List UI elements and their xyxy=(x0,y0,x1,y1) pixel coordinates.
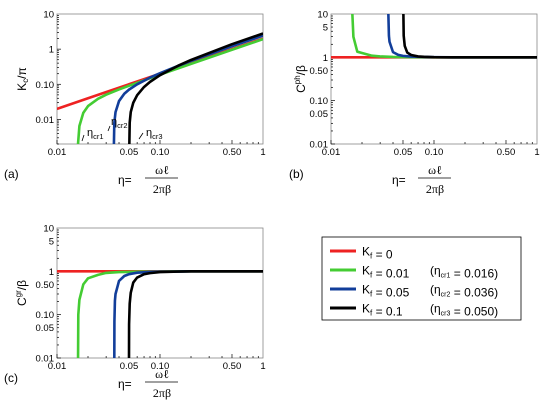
annotation-leader xyxy=(138,132,144,140)
series-line xyxy=(112,34,263,144)
x-tick-label: 0.01 xyxy=(48,361,67,372)
y-tick-label: 1 xyxy=(323,53,328,64)
y-tick-label: 0.50 xyxy=(36,280,55,291)
y-tick-label: 0.10 xyxy=(310,96,329,107)
series-line xyxy=(113,270,263,358)
x-tick-label: 1 xyxy=(260,361,265,372)
series-line xyxy=(402,14,537,59)
annotation-leader xyxy=(107,125,111,132)
svg-text:η=: η= xyxy=(392,173,406,187)
y-tick-label: 0.50 xyxy=(310,66,329,77)
panel-b-curves xyxy=(331,14,537,59)
critical-eta-annotation: ηcr1 xyxy=(87,127,104,141)
panel-a-label: (a) xyxy=(4,167,19,181)
panel-b-xlabel: η= ωℓ 2πβ xyxy=(392,163,451,196)
x-tick-label: 0.10 xyxy=(151,147,170,158)
x-tick-label: 0.05 xyxy=(120,361,139,372)
y-tick-label: 10 xyxy=(43,224,54,235)
y-tick-label: 0.05 xyxy=(310,109,329,120)
svg-text:2πβ: 2πβ xyxy=(426,182,444,196)
series-line xyxy=(351,14,537,59)
y-tick-label: 5 xyxy=(323,23,328,34)
y-tick-label: 10 xyxy=(43,10,54,21)
critical-eta-annotation: ηcr2 xyxy=(111,116,128,130)
y-tick-label: 1 xyxy=(49,267,54,278)
panel-a-frame xyxy=(56,13,264,145)
x-tick-label: 1 xyxy=(260,147,265,158)
panel-a-ticks: 0.01 0.05 0.10 0.50 1 0.01 0.10 1 10 xyxy=(36,10,266,159)
svg-text:ωℓ: ωℓ xyxy=(155,163,169,177)
y-tick-label: 0.01 xyxy=(310,140,329,151)
panel-c-label: (c) xyxy=(4,371,18,385)
x-tick-label: 0.50 xyxy=(497,147,516,158)
x-tick-label: 1 xyxy=(534,147,539,158)
y-tick-label: 0.10 xyxy=(36,80,55,91)
x-tick-label: 0.01 xyxy=(322,147,341,158)
x-tick-label: 0.10 xyxy=(425,147,444,158)
panel-b-plot: 0.01 0.05 0.10 0.50 1 0.01 0.05 0.10 0.50 1 5 10 (b… xyxy=(289,10,540,197)
x-tick-label: 0.10 xyxy=(151,361,170,372)
x-tick-label: 0.50 xyxy=(223,361,242,372)
panel-c-curves xyxy=(57,270,263,358)
panel-b-ylabel: Cph/β xyxy=(293,65,308,93)
series-line xyxy=(127,270,263,358)
y-tick-label: 0.01 xyxy=(36,115,55,126)
panel-b-ticks: 0.01 0.05 0.10 0.50 1 0.01 0.05 0.10 0.50 1 5 10 xyxy=(310,10,540,159)
series-line xyxy=(128,32,263,144)
panel-b-label: (b) xyxy=(289,167,304,181)
panel-a-ylabel: Kc/π xyxy=(15,67,30,91)
legend-label: Kf = 0.01 xyxy=(362,264,410,281)
y-tick-label: 1 xyxy=(49,45,54,56)
x-tick-label: 0.05 xyxy=(120,147,139,158)
svg-text:η=: η= xyxy=(118,173,132,187)
svg-text:2πβ: 2πβ xyxy=(153,182,171,196)
y-tick-label: 0.05 xyxy=(36,323,55,334)
svg-text:ωℓ: ωℓ xyxy=(428,163,442,177)
annotation-leader xyxy=(81,134,85,142)
panel-c-ticks: 0.01 0.05 0.10 0.50 1 0.01 0.05 0.10 0.50 1 5 10 xyxy=(36,224,266,373)
svg-text:ωℓ: ωℓ xyxy=(155,367,169,381)
series-line xyxy=(76,37,263,144)
panel-b-frame xyxy=(330,13,538,145)
panel-a-curves xyxy=(57,32,263,144)
legend-note: (ηcr2 = 0.036) xyxy=(430,283,498,300)
y-tick-label: 0.01 xyxy=(36,354,55,365)
critical-eta-annotation: ηcr3 xyxy=(146,127,163,141)
legend: Kf = 0 Kf = 0.01 (ηcr1 = 0.016) Kf = 0.05 (η… xyxy=(321,236,522,321)
panel-a-annotations: ηcr1 ηcr2 ηcr3 xyxy=(81,116,163,142)
y-tick-label: 0.10 xyxy=(36,310,55,321)
x-tick-label: 0.50 xyxy=(223,147,242,158)
panel-a-xlabel: η= ωℓ 2πβ xyxy=(118,163,178,196)
series-line xyxy=(76,270,263,358)
panel-c-plot: 0.01 0.05 0.10 0.50 1 0.01 0.05 0.10 0.50 1 5 10 (c… xyxy=(4,224,266,401)
legend-label: Kf = 0 xyxy=(362,245,393,262)
legend-label: Kf = 0.05 xyxy=(362,283,410,300)
y-tick-label: 10 xyxy=(317,10,328,21)
legend-note: (ηcr1 = 0.016) xyxy=(430,264,498,281)
panel-c-ylabel: Cgr/β xyxy=(14,280,29,306)
legend-note: (ηcr3 = 0.050) xyxy=(430,302,498,319)
series-line xyxy=(387,14,537,59)
panel-c-xlabel: η= ωℓ 2πβ xyxy=(118,367,178,400)
x-tick-label: 0.05 xyxy=(394,147,413,158)
svg-text:2πβ: 2πβ xyxy=(153,386,171,400)
x-tick-label: 0.01 xyxy=(48,147,67,158)
y-tick-label: 5 xyxy=(49,237,54,248)
panel-c-frame xyxy=(56,227,264,359)
svg-text:η=: η= xyxy=(118,377,132,391)
legend-label: Kf = 0.1 xyxy=(362,302,403,319)
